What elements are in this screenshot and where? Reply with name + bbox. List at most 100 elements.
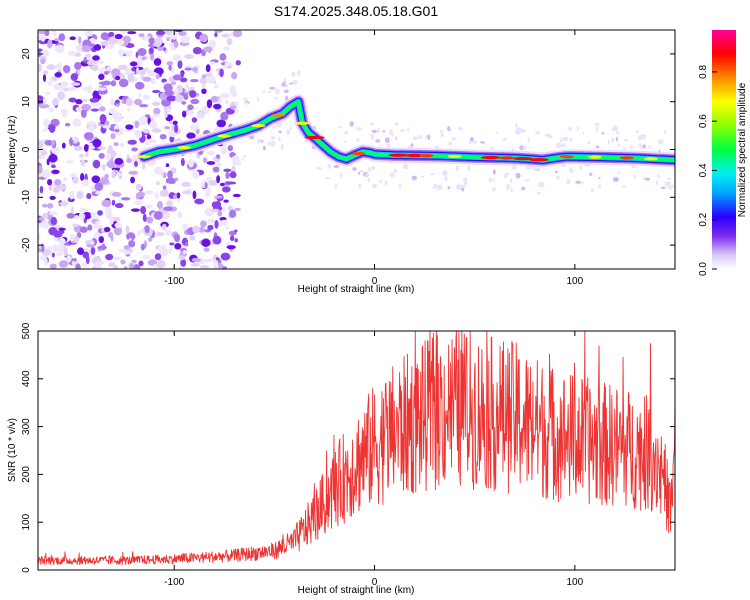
noise-blob [172, 54, 182, 62]
noise-blob [629, 144, 633, 150]
noise-blob [184, 67, 192, 71]
noise-blob [144, 190, 154, 195]
noise-blob [442, 170, 448, 177]
noise-blob [152, 113, 160, 118]
noise-blob [104, 173, 109, 179]
noise-blob [72, 118, 82, 128]
noise-blob [99, 114, 107, 123]
noise-blob [117, 64, 128, 71]
noise-blob [522, 146, 527, 150]
noise-blob [462, 177, 468, 184]
noise-blob [555, 175, 560, 180]
noise-blob [156, 181, 160, 186]
noise-blob [531, 166, 538, 171]
noise-blob [118, 49, 124, 57]
noise-blob [97, 87, 107, 91]
noise-blob [192, 190, 197, 200]
noise-blob [188, 158, 195, 168]
noise-blob [106, 160, 116, 168]
noise-blob [616, 131, 620, 135]
noise-blob [134, 120, 140, 129]
noise-blob [104, 71, 109, 76]
ridge-peak [404, 153, 425, 158]
noise-blob [173, 233, 181, 243]
noise-blob [637, 134, 644, 141]
noise-blob [234, 238, 238, 243]
ridge-peak [217, 134, 232, 138]
noise-blob [40, 58, 46, 65]
noise-blob [82, 213, 86, 219]
noise-blob [119, 142, 125, 148]
noise-blob [607, 139, 611, 146]
noise-blob [114, 33, 123, 40]
noise-blob [50, 164, 56, 169]
noise-blob [356, 138, 360, 142]
noise-blob [90, 211, 96, 219]
noise-blob [492, 186, 496, 192]
noise-blob [130, 176, 135, 184]
noise-blob [216, 175, 221, 184]
noise-blob [98, 153, 105, 159]
noise-blob [83, 57, 87, 62]
x-tick-label: 100 [566, 276, 583, 287]
noise-blob [137, 230, 141, 237]
noise-blob [384, 137, 390, 144]
colorbar-tick-label: 0.6 [698, 114, 709, 128]
noise-blob [502, 138, 508, 141]
noise-blob [222, 266, 227, 269]
noise-blob [126, 53, 132, 58]
x-tick-label: -100 [164, 276, 184, 287]
noise-blob [436, 184, 443, 191]
noise-blob [210, 208, 220, 213]
noise-blob [235, 107, 239, 114]
noise-blob [164, 125, 171, 130]
noise-blob [85, 152, 89, 158]
noise-blob [202, 157, 208, 164]
noise-blob [100, 32, 110, 41]
noise-blob [86, 193, 92, 200]
noise-blob [201, 238, 211, 247]
noise-blob [181, 100, 187, 105]
noise-blob [164, 109, 168, 119]
noise-blob [109, 216, 114, 225]
noise-blob [393, 168, 397, 174]
noise-blob [316, 166, 322, 170]
noise-blob [98, 106, 106, 112]
noise-blob [221, 33, 230, 38]
noise-blob [53, 232, 63, 238]
noise-blob [99, 177, 110, 185]
noise-blob [617, 144, 621, 147]
noise-blob [447, 186, 451, 190]
noise-blob [156, 30, 166, 36]
noise-blob [280, 144, 284, 150]
noise-blob [75, 98, 83, 105]
noise-blob [58, 33, 66, 42]
noise-blob [139, 104, 149, 108]
noise-blob [81, 262, 87, 268]
noise-blob [660, 186, 666, 190]
noise-blob [224, 99, 230, 105]
noise-blob [569, 137, 573, 142]
noise-blob [359, 170, 364, 173]
noise-blob [134, 160, 138, 168]
ridge-peak [643, 157, 658, 161]
noise-blob [367, 178, 371, 182]
noise-blob [79, 207, 89, 213]
noise-blob [66, 86, 77, 92]
noise-blob [176, 198, 181, 203]
noise-blob [370, 133, 375, 140]
noise-blob [190, 263, 201, 267]
noise-blob [179, 77, 188, 83]
noise-blob [216, 154, 221, 159]
noise-blob [262, 145, 266, 151]
noise-blob [402, 163, 409, 170]
noise-blob [421, 175, 425, 178]
noise-blob [667, 177, 672, 180]
noise-blob [40, 150, 48, 156]
noise-blob [206, 79, 215, 84]
noise-blob [267, 90, 272, 93]
ridge-peak [587, 155, 602, 159]
noise-blob [147, 237, 153, 242]
noise-blob [166, 61, 174, 66]
noise-blob [505, 172, 510, 176]
